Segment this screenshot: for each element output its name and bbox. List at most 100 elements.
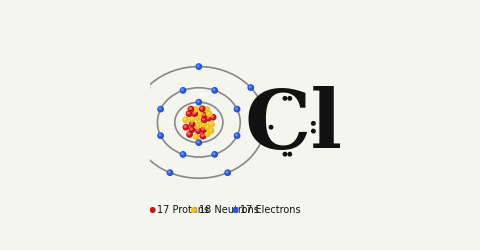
Circle shape bbox=[203, 118, 204, 120]
Circle shape bbox=[249, 86, 251, 88]
Circle shape bbox=[210, 122, 212, 125]
Circle shape bbox=[158, 133, 163, 138]
Circle shape bbox=[181, 89, 183, 91]
Circle shape bbox=[261, 132, 266, 138]
Circle shape bbox=[192, 208, 196, 212]
Circle shape bbox=[202, 117, 207, 122]
Circle shape bbox=[187, 112, 189, 114]
Circle shape bbox=[204, 107, 210, 112]
Circle shape bbox=[203, 114, 204, 116]
Circle shape bbox=[213, 153, 215, 155]
Circle shape bbox=[180, 152, 186, 157]
Text: 17 Electrons: 17 Electrons bbox=[240, 205, 300, 215]
Circle shape bbox=[180, 88, 186, 93]
Circle shape bbox=[213, 89, 215, 91]
Circle shape bbox=[201, 107, 203, 109]
Circle shape bbox=[144, 85, 150, 90]
Circle shape bbox=[197, 141, 199, 143]
Circle shape bbox=[181, 153, 183, 155]
Circle shape bbox=[195, 116, 198, 118]
Circle shape bbox=[236, 108, 237, 110]
Circle shape bbox=[206, 125, 208, 128]
Circle shape bbox=[288, 152, 291, 156]
Circle shape bbox=[193, 112, 195, 114]
Circle shape bbox=[202, 122, 204, 124]
Circle shape bbox=[197, 100, 199, 102]
Circle shape bbox=[210, 114, 216, 120]
Circle shape bbox=[207, 112, 209, 114]
Circle shape bbox=[196, 140, 202, 145]
Circle shape bbox=[195, 124, 198, 126]
Circle shape bbox=[197, 129, 199, 131]
Circle shape bbox=[191, 117, 193, 120]
Circle shape bbox=[201, 134, 204, 136]
Circle shape bbox=[226, 171, 228, 173]
Circle shape bbox=[206, 111, 212, 116]
Circle shape bbox=[132, 132, 137, 138]
Circle shape bbox=[168, 170, 173, 175]
Circle shape bbox=[200, 106, 205, 112]
Circle shape bbox=[194, 107, 196, 110]
Circle shape bbox=[225, 170, 230, 175]
Circle shape bbox=[187, 132, 192, 137]
Circle shape bbox=[197, 112, 200, 114]
Circle shape bbox=[201, 122, 206, 127]
Circle shape bbox=[158, 106, 163, 112]
Circle shape bbox=[159, 134, 161, 136]
Circle shape bbox=[168, 171, 170, 173]
Circle shape bbox=[159, 108, 161, 110]
Circle shape bbox=[236, 134, 237, 136]
Circle shape bbox=[183, 124, 189, 130]
Circle shape bbox=[132, 133, 134, 135]
Circle shape bbox=[205, 131, 210, 136]
Circle shape bbox=[190, 121, 195, 127]
Circle shape bbox=[196, 64, 202, 69]
Circle shape bbox=[190, 122, 192, 124]
Circle shape bbox=[212, 88, 217, 93]
Circle shape bbox=[200, 134, 206, 139]
Circle shape bbox=[189, 127, 195, 132]
Circle shape bbox=[234, 133, 240, 138]
Circle shape bbox=[209, 122, 214, 127]
Circle shape bbox=[205, 108, 207, 110]
Circle shape bbox=[184, 118, 186, 120]
Circle shape bbox=[197, 111, 202, 116]
Circle shape bbox=[193, 106, 198, 112]
Circle shape bbox=[196, 100, 202, 105]
Circle shape bbox=[190, 128, 192, 130]
Circle shape bbox=[209, 129, 211, 131]
Circle shape bbox=[145, 86, 147, 88]
Circle shape bbox=[186, 111, 192, 116]
Circle shape bbox=[233, 208, 238, 212]
Circle shape bbox=[202, 112, 207, 118]
Circle shape bbox=[188, 132, 190, 135]
Circle shape bbox=[312, 129, 315, 133]
Text: 18 Neutrons: 18 Neutrons bbox=[199, 205, 259, 215]
Circle shape bbox=[192, 111, 197, 116]
Circle shape bbox=[312, 122, 315, 125]
Text: Cl: Cl bbox=[244, 86, 342, 166]
Circle shape bbox=[283, 152, 287, 156]
Circle shape bbox=[212, 152, 217, 157]
Circle shape bbox=[189, 107, 191, 110]
Circle shape bbox=[190, 116, 195, 122]
Circle shape bbox=[208, 128, 214, 133]
Circle shape bbox=[194, 123, 200, 128]
Circle shape bbox=[198, 120, 200, 122]
Circle shape bbox=[283, 96, 287, 100]
Circle shape bbox=[201, 127, 206, 132]
Circle shape bbox=[248, 85, 253, 90]
Circle shape bbox=[211, 116, 214, 117]
Circle shape bbox=[188, 106, 193, 112]
Circle shape bbox=[207, 116, 209, 118]
Text: 17 Protons: 17 Protons bbox=[157, 205, 209, 215]
Circle shape bbox=[194, 134, 199, 140]
Circle shape bbox=[202, 128, 204, 130]
Circle shape bbox=[150, 208, 155, 212]
Circle shape bbox=[197, 118, 203, 124]
Circle shape bbox=[206, 132, 208, 134]
Circle shape bbox=[206, 116, 211, 121]
Circle shape bbox=[205, 124, 210, 130]
Circle shape bbox=[184, 126, 186, 128]
Circle shape bbox=[234, 106, 240, 112]
